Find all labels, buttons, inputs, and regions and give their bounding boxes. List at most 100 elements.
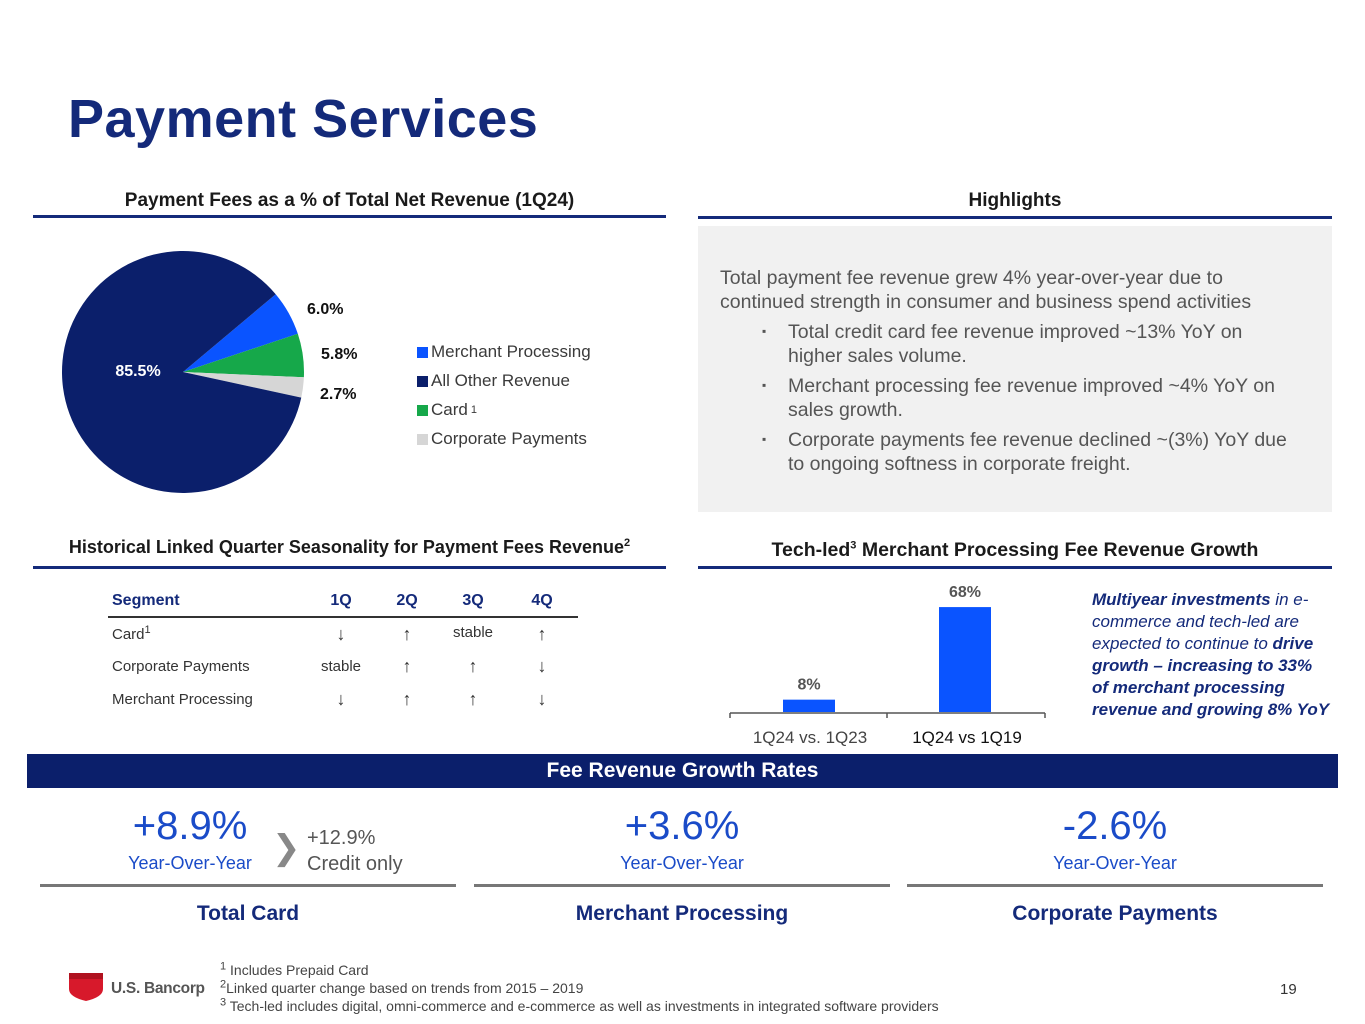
col-header-3q: 3Q xyxy=(440,588,506,618)
tech-heading-post: Merchant Processing Fee Revenue Growth xyxy=(856,539,1259,561)
footnote-2: 2Linked quarter change based on trends f… xyxy=(220,978,584,996)
seasonality-heading-sup: 2 xyxy=(624,537,631,549)
seasonality-heading: Historical Linked Quarter Seasonality fo… xyxy=(33,537,666,558)
bar-1 xyxy=(783,699,835,712)
col-header-segment: Segment xyxy=(108,588,308,618)
table-row: Merchant Processing ↓ ↑ ↑ ↓ xyxy=(108,683,578,716)
trend-cell: ↓ xyxy=(537,656,547,676)
highlight-bullet-3-line-2: to ongoing softness in corporate freight… xyxy=(788,453,1131,475)
table-row: Card1 ↓ ↑ stable ↑ xyxy=(108,617,578,650)
pie-label-corporate-payments: 2.7% xyxy=(320,386,356,403)
legend-item: All Other Revenue xyxy=(417,371,570,391)
highlight-bullet-1-line-2: higher sales volume. xyxy=(788,345,967,367)
highlight-bullet-1-line-1: Total credit card fee revenue improved ~… xyxy=(788,321,1243,343)
usbancorp-shield-logo xyxy=(69,973,103,1001)
highlights-intro-line-2: continued strength in consumer and busin… xyxy=(720,291,1252,313)
highlight-bullet-2-line-1: Merchant processing fee revenue improved… xyxy=(788,375,1275,397)
card-growth-yoy: Year-Over-Year xyxy=(128,853,252,873)
legend-label: Merchant Processing xyxy=(431,342,591,361)
footnote-text: Linked quarter change based on trends fr… xyxy=(226,980,584,996)
table-row: Corporate Payments stable ↑ ↑ ↓ xyxy=(108,650,578,683)
seasonality-rule xyxy=(33,566,666,569)
trend-cell: ↓ xyxy=(537,689,547,709)
trend-cell: ↑ xyxy=(537,623,547,644)
trend-cell: ↑ xyxy=(402,656,412,676)
legend-item: Corporate Payments xyxy=(417,429,587,449)
trend-cell: stable xyxy=(452,624,494,641)
segment-cell: Merchant Processing xyxy=(112,691,253,708)
highlights-intro-line-1: Total payment fee revenue grew 4% year-o… xyxy=(720,267,1223,289)
tech-heading-pre: Tech-led xyxy=(771,539,851,561)
trend-cell: ↓ xyxy=(336,689,346,709)
segment-sup: 1 xyxy=(144,623,151,636)
col-header-1q: 1Q xyxy=(308,588,374,618)
legend-item: Card 1 xyxy=(417,400,477,420)
seasonality-heading-text: Historical Linked Quarter Seasonality fo… xyxy=(68,537,625,557)
tech-callout: Multiyear investments in e-commerce and … xyxy=(1092,589,1332,721)
bullet-icon: ▪ xyxy=(762,432,767,446)
card-divider xyxy=(40,884,456,887)
merchant-divider xyxy=(474,884,890,887)
tech-section-rule xyxy=(698,566,1332,569)
legend-swatch xyxy=(417,375,428,387)
card-growth-value: +8.9% xyxy=(132,804,248,848)
fee-growth-banner: Fee Revenue Growth Rates xyxy=(27,754,1338,788)
pie-slice-all-other-revenue xyxy=(61,250,302,493)
segment-cell: Corporate Payments xyxy=(112,658,250,675)
trend-cell: ↑ xyxy=(402,623,412,644)
footnote-num: 1 xyxy=(220,960,227,973)
pie-label-merchant-processing: 6.0% xyxy=(307,301,343,318)
col-header-4q: 4Q xyxy=(506,588,578,618)
tech-heading-sup: 3 xyxy=(850,539,857,552)
legend-label: Corporate Payments xyxy=(431,429,587,448)
legend-swatch xyxy=(417,346,428,358)
highlights-rule xyxy=(698,216,1332,219)
highlight-bullet-3-line-1: Corporate payments fee revenue declined … xyxy=(788,429,1287,451)
pie-chart: 6.0% 5.8% 2.7% 85.5% xyxy=(61,250,357,493)
bar-data-label: 8% xyxy=(797,677,820,694)
trend-cell: ↑ xyxy=(468,689,478,709)
bar-data-label: 68% xyxy=(949,584,981,601)
pie-label-card: 5.8% xyxy=(321,346,357,363)
merchant-growth-value: +3.6% xyxy=(624,804,740,848)
segment-cell: Card1 xyxy=(108,617,308,650)
corporate-payments-label: Corporate Payments xyxy=(1012,902,1218,925)
callout-bold-1: Multiyear investments xyxy=(1092,590,1271,609)
trend-cell: ↑ xyxy=(468,656,478,676)
legend-swatch xyxy=(417,433,428,445)
pie-section-heading: Payment Fees as a % of Total Net Revenue… xyxy=(124,190,575,211)
pie-label-all-other-revenue: 85.5% xyxy=(115,363,160,380)
footnote-text: Includes Prepaid Card xyxy=(230,962,369,978)
pie-slice-merchant-processing xyxy=(183,294,298,372)
page-title: Payment Services xyxy=(68,89,539,149)
bar-category-label: 1Q24 vs. 1Q23 xyxy=(753,728,867,747)
merchant-growth-yoy: Year-Over-Year xyxy=(620,853,744,873)
trend-cell: ↓ xyxy=(336,623,346,644)
footnote-text: Tech-led includes digital, omni-commerce… xyxy=(229,998,939,1014)
merchant-growth-bar-chart: 8% 1Q24 vs. 1Q23 68% 1Q24 vs 1Q19 xyxy=(729,584,1046,747)
corporate-growth-value: -2.6% xyxy=(1062,804,1168,848)
bullet-icon: ▪ xyxy=(762,378,767,392)
logo-text: U.S. Bancorp xyxy=(111,980,205,997)
bar-category-label: 1Q24 vs 1Q19 xyxy=(912,728,1022,747)
trend-cell: ↑ xyxy=(402,689,412,709)
trend-cell: stable xyxy=(320,658,362,675)
footnote-num: 3 xyxy=(220,996,227,1009)
chevron-right-icon: ❯ xyxy=(272,829,301,867)
total-card-label: Total Card xyxy=(196,902,300,925)
legend-swatch xyxy=(417,404,428,416)
footnote-3: 3 Tech-led includes digital, omni-commer… xyxy=(220,996,939,1014)
highlight-bullet-2-line-2: sales growth. xyxy=(788,399,903,421)
footnote-1: 1 Includes Prepaid Card xyxy=(220,960,369,978)
credit-only-value: +12.9% xyxy=(307,827,376,849)
pie-section-rule xyxy=(33,215,666,218)
highlights-box: Total payment fee revenue grew 4% year-o… xyxy=(698,226,1332,512)
tech-section-heading: Tech-led3 Merchant Processing Fee Revenu… xyxy=(698,539,1332,562)
credit-only-label: Credit only xyxy=(307,853,403,875)
bullet-icon: ▪ xyxy=(762,324,767,338)
corporate-growth-yoy: Year-Over-Year xyxy=(1053,853,1177,873)
legend-label: Card xyxy=(431,400,468,419)
footnote-num: 2 xyxy=(220,978,227,991)
col-header-2q: 2Q xyxy=(374,588,440,618)
callout-text: in e-commerce and tech-led are expected … xyxy=(1092,590,1309,653)
